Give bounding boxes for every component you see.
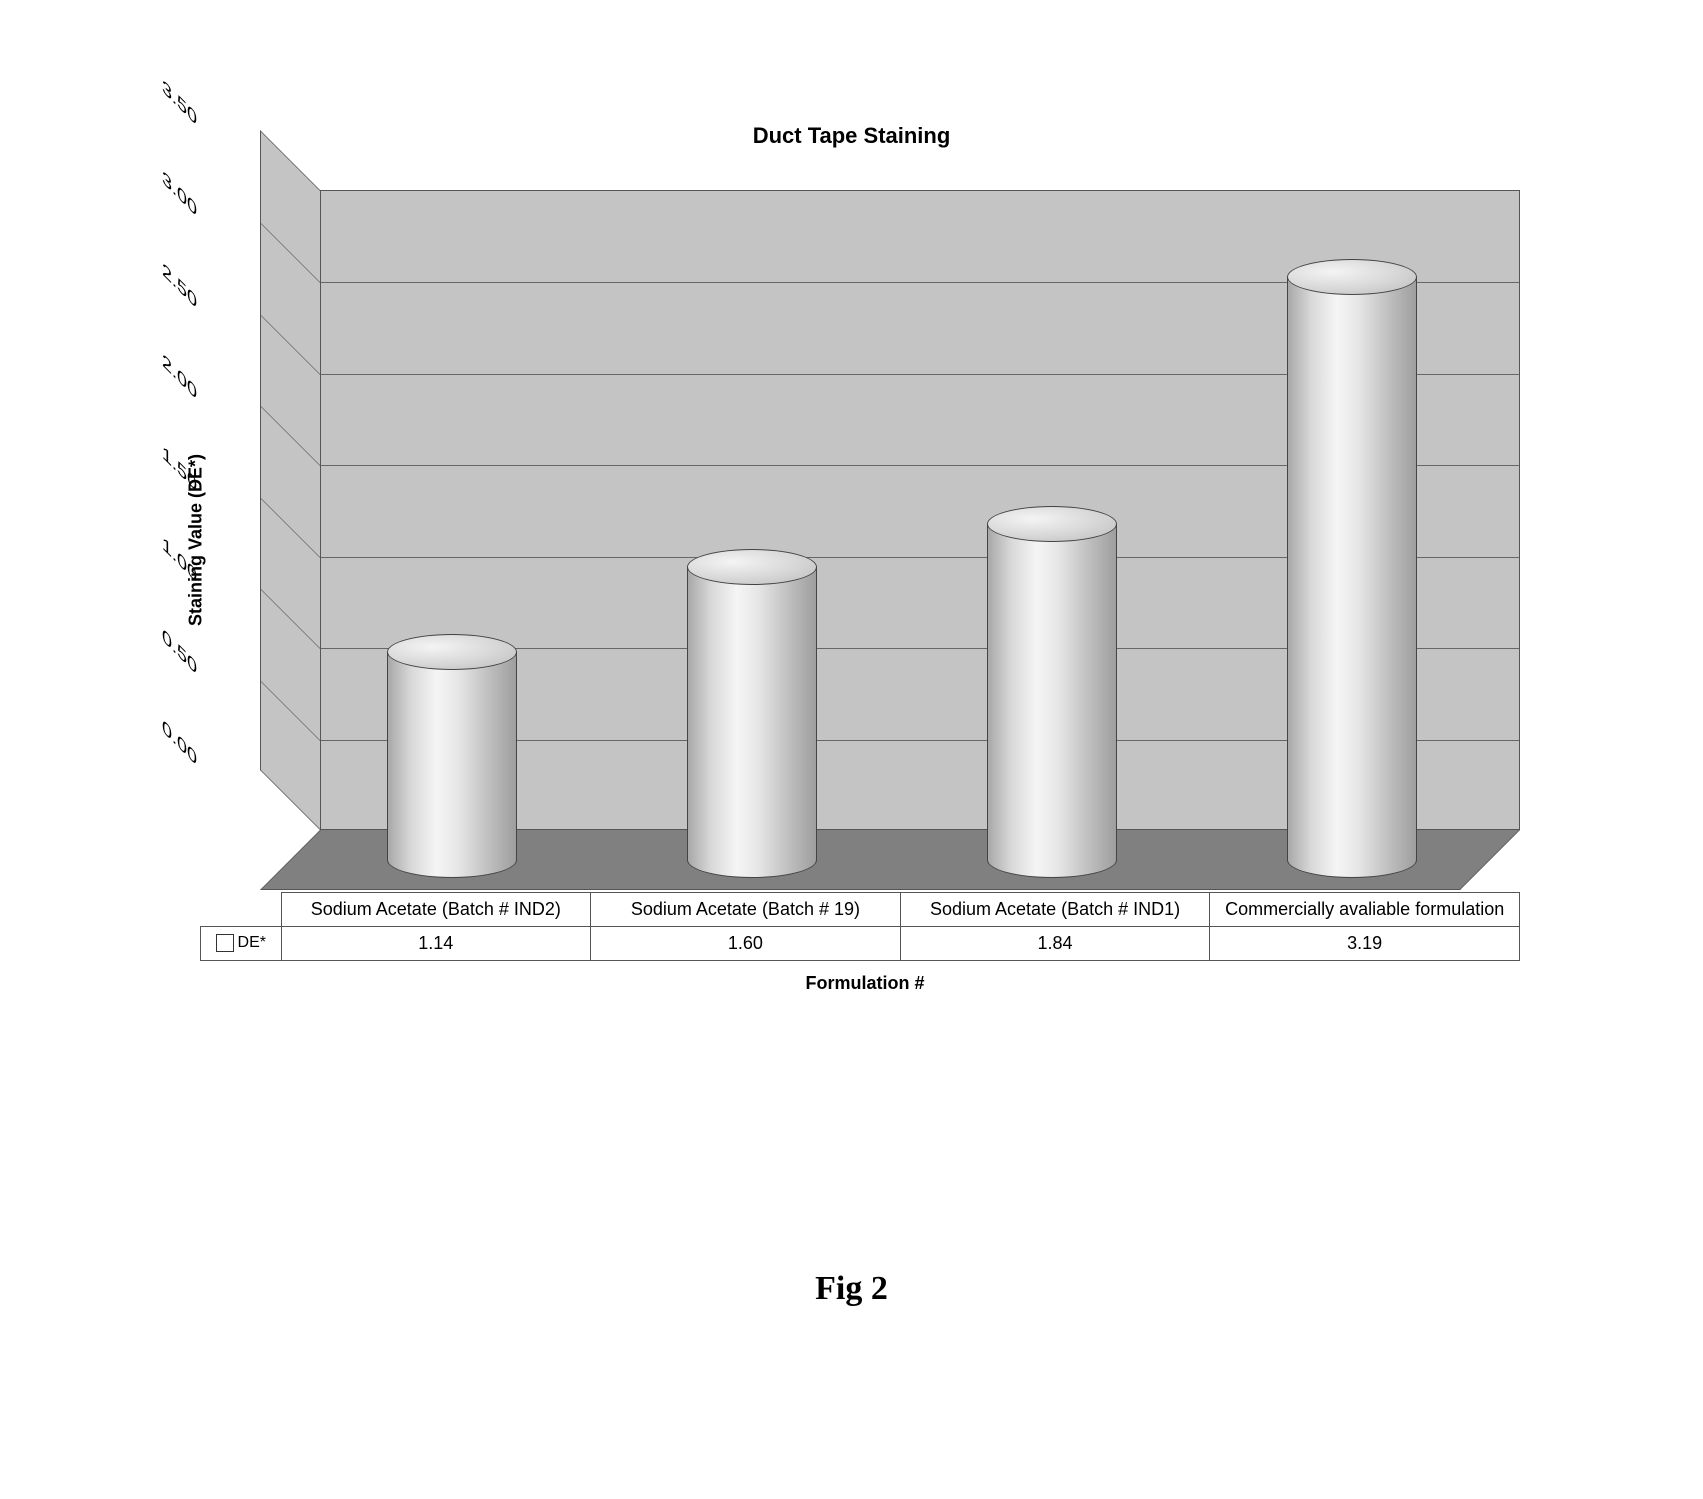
cylinder-body [987,524,1117,860]
chart-area: Staining Value (DE*) 0.000.501.001.502.0… [200,190,1530,994]
cylinder-top [387,634,517,670]
value-cell: 3.19 [1210,927,1520,961]
y-tick-label: 2.50 [117,213,197,314]
chart-title: Duct Tape Staining [0,123,1703,149]
y-tick-label: 1.50 [117,396,197,497]
cylinder-body [687,567,817,860]
gridline [261,589,320,649]
x-axis-title: Formulation # [200,973,1530,994]
cylinder-body [1287,277,1417,860]
value-cell: 1.60 [591,927,901,961]
legend-cell: DE* [201,927,282,961]
value-row: DE* 1.141.601.843.19 [201,927,1520,961]
gridline [261,498,320,558]
gridline [261,681,320,741]
gridline [261,315,320,375]
data-table: Sodium Acetate (Batch # IND2)Sodium Acet… [200,892,1520,961]
category-cell: Sodium Acetate (Batch # 19) [591,893,901,927]
cylinder-top [1287,259,1417,295]
cylinder-top [987,506,1117,542]
bar-cylinder [687,567,817,860]
value-cell: 1.14 [281,927,591,961]
gridline [261,406,320,466]
bar-cylinder [987,524,1117,860]
gridline [261,223,320,283]
category-cell: Sodium Acetate (Batch # IND2) [281,893,591,927]
legend-swatch-icon [216,934,234,952]
bar-cylinder [387,652,517,860]
plot-3d: Staining Value (DE*) 0.000.501.001.502.0… [260,190,1520,890]
value-cell: 1.84 [900,927,1210,961]
figure-caption: Fig 2 [0,1270,1703,1308]
y-tick-label: 2.00 [117,304,197,405]
category-cell: Sodium Acetate (Batch # IND1) [900,893,1210,927]
y-tick-label: 0.00 [117,670,197,771]
bar-cylinder [1287,277,1417,860]
category-cell: Commercially avaliable formulation [1210,893,1520,927]
left-wall: 0.000.501.001.502.002.503.003.50 [260,130,320,830]
category-row: Sodium Acetate (Batch # IND2)Sodium Acet… [201,893,1520,927]
cylinder-body [387,652,517,860]
y-tick-label: 3.50 [117,30,197,131]
legend-series-label: DE* [238,935,266,952]
